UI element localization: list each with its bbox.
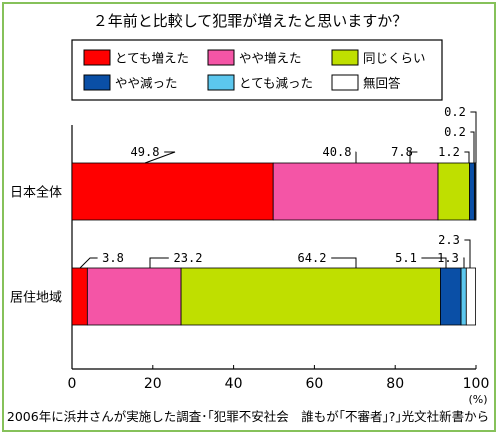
bar-1-1: [86, 267, 182, 326]
leader-line-0-5: [470, 111, 477, 163]
leader-line-0-4: [470, 131, 475, 163]
category-label-0: 日本全体: [10, 185, 62, 201]
legend-swatch-2: [331, 49, 359, 66]
data-label-0-4: 0.2: [444, 125, 466, 139]
bar-1-4: [460, 267, 467, 326]
data-label-0-1: 40.8: [323, 145, 352, 159]
leader-line-1-5: [464, 239, 471, 268]
category-label-1: 居住地域: [10, 291, 62, 306]
legend-swatch-0: [83, 49, 111, 66]
legend-swatch-3: [83, 74, 111, 91]
legend-label-2: 同じくらい: [363, 51, 426, 66]
leader-line-0-3: [464, 151, 470, 163]
leader-line-0-2: [409, 151, 418, 163]
x-tick-label-2: 40: [225, 376, 243, 392]
x-tick-label-3: 60: [305, 376, 323, 392]
leader-line-1-3: [421, 257, 447, 268]
data-label-0-2: 7.8: [391, 145, 413, 159]
data-labels: 49.8 40.8 7.8 1.2 0.2 0.2 3.8 23.2 64.2 5.1 1.3 2.3: [79, 105, 477, 269]
bar-0-3: [469, 162, 475, 221]
x-axis: 0 20 40 60 80 100(%): [68, 365, 490, 406]
chart-title: ２年前と比較して犯罪が増えたと思いますか？: [93, 12, 408, 30]
legend-box: [71, 39, 443, 101]
data-label-1-3: 5.1: [395, 251, 417, 265]
legend-swatch-5: [331, 74, 359, 91]
bar-1-3: [440, 267, 462, 326]
x-axis-unit: (%): [468, 393, 487, 406]
leader-line-1-1: [149, 257, 169, 268]
bars: [71, 162, 477, 326]
leader-line-1-4: [463, 257, 465, 268]
bar-0-1: [272, 162, 439, 221]
data-label-0-5: 0.2: [444, 105, 466, 119]
x-tick-label-4: 80: [386, 376, 404, 392]
legend-label-3: やや減った: [115, 76, 178, 91]
leader-line-1-0: [79, 257, 98, 269]
legend-swatch-1: [207, 49, 235, 66]
footer-note: 2006年に浜井さんが実施した調査･｢犯罪不安社会 誰もが｢不審者｣?｣光文社新…: [7, 409, 489, 424]
legend-label-5: 無回答: [363, 76, 401, 91]
bar-0-2: [437, 162, 470, 221]
data-label-0-0: 49.8: [131, 145, 160, 159]
data-label-1-1: 23.2: [174, 251, 203, 265]
leader-line-1-2: [331, 257, 357, 268]
bar-0-5: [474, 162, 477, 221]
legend-swatch-4: [207, 74, 235, 91]
data-label-1-5: 2.3: [438, 233, 460, 247]
bar-0-0: [71, 162, 274, 221]
bar-1-0: [71, 267, 88, 326]
bar-1-5: [465, 267, 476, 326]
legend-label-0: とても増えた: [115, 51, 189, 66]
x-tick-label-5: 100: [463, 376, 490, 392]
legend-label-1: やや増えた: [239, 51, 302, 66]
bar-1-2: [180, 267, 441, 326]
legend-label-4: とても減った: [239, 76, 313, 91]
leader-line-0-0: [144, 151, 176, 164]
data-label-1-2: 64.2: [298, 251, 327, 265]
x-tick-label-1: 20: [144, 376, 162, 392]
data-label-0-3: 1.2: [438, 145, 460, 159]
x-tick-label-0: 0: [68, 376, 77, 392]
data-label-1-4: 1.3: [437, 251, 459, 265]
data-label-1-0: 3.8: [102, 251, 124, 265]
